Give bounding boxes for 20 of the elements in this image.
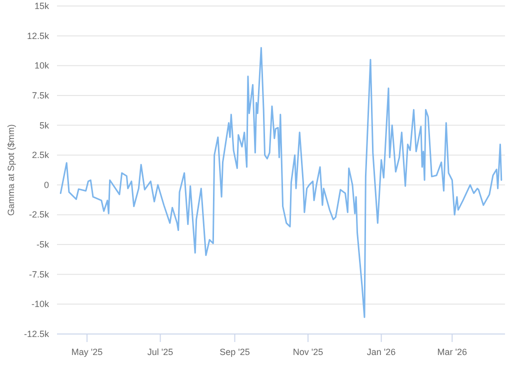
y-tick-label: -2.5k <box>28 210 50 220</box>
line-series <box>60 46 502 318</box>
y-tick-label: 2.5k <box>32 150 50 160</box>
y-tick-label: -12.5k <box>24 329 50 339</box>
y-tick-label: -5k <box>36 240 50 250</box>
y-tick-label: -7.5k <box>28 269 50 280</box>
x-tick-label: Jul '25 <box>147 347 174 357</box>
y-tick-label: 0 <box>44 180 49 190</box>
y-tick-label: -10k <box>31 299 50 310</box>
y-tick-label: 7.5k <box>32 90 50 100</box>
y-axis-title: Gamma at Spot ($mm) <box>6 124 16 216</box>
x-tick-label: Nov '25 <box>292 347 324 357</box>
y-tick-label: 10k <box>34 60 50 71</box>
x-tick-label: Sep '25 <box>220 347 250 357</box>
x-tick-label: May '25 <box>71 347 103 357</box>
x-tick-label: Jan '26 <box>366 347 396 357</box>
x-tick-label: Mar '26 <box>437 347 468 357</box>
y-tick-label: 12.5k <box>26 30 50 41</box>
y-tick-label: 15k <box>34 1 50 11</box>
y-tick-label: 5k <box>39 120 50 130</box>
